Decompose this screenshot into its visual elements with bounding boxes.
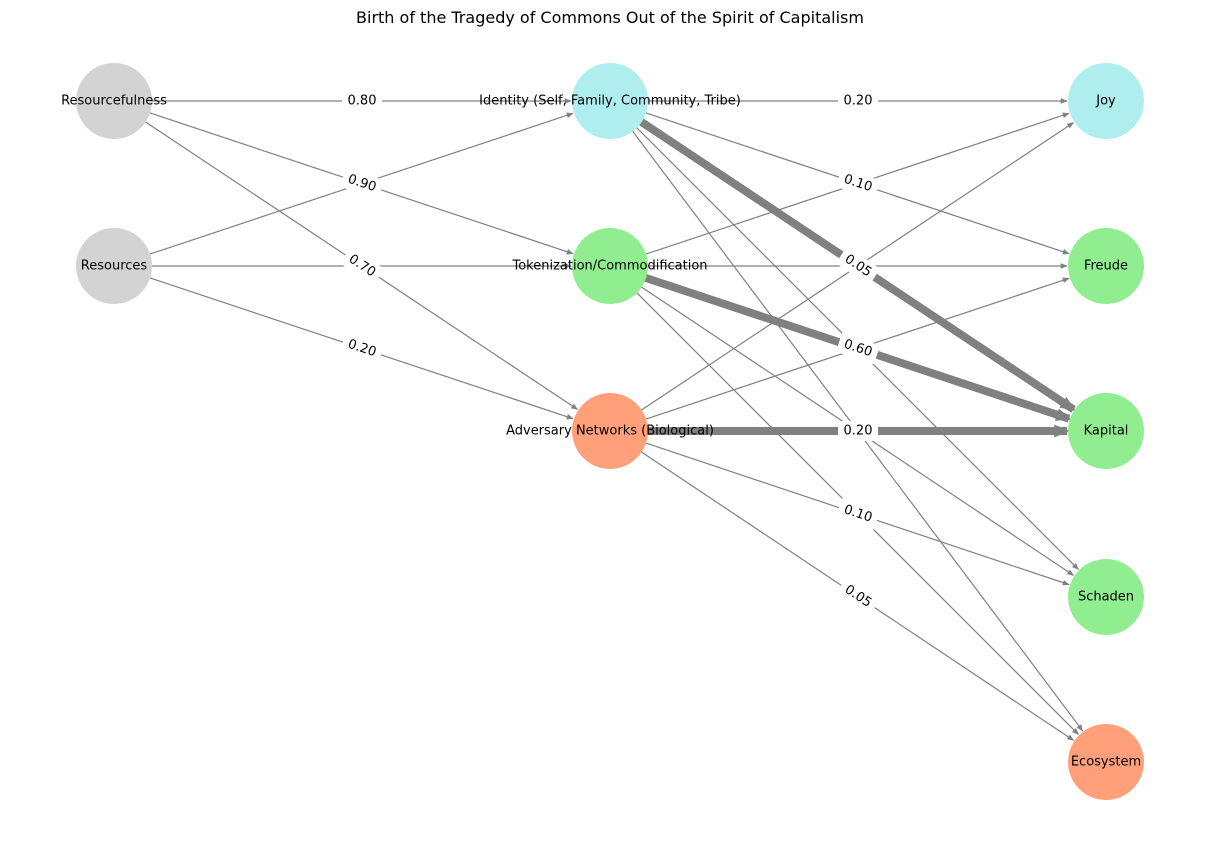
node-label-resources: Resources (81, 259, 148, 274)
edge-label-background (342, 91, 382, 111)
node-tokenization (572, 228, 648, 304)
node-label-adversary: Adversary Networks (Biological) (506, 424, 714, 439)
edge-label-adversary-ecosystem: 0.05 (835, 577, 881, 616)
node-joy (1068, 63, 1144, 139)
node-kapital (1068, 393, 1144, 469)
edge-label-resourcefulness-adversary: 0.70 (339, 246, 385, 286)
edge-label-background (339, 246, 385, 286)
edge-label-text: 0.20 (844, 94, 873, 109)
edge-label-resourcefulness-tokenization: 0.90 (339, 167, 385, 200)
edge-label-tokenization-kapital: 0.60 (835, 332, 881, 365)
edge-label-adversary-kapital: 0.20 (838, 421, 878, 441)
node-schaden (1068, 559, 1144, 635)
edge-label-background (339, 332, 385, 365)
edge-label-resourcefulness-identity: 0.80 (342, 91, 382, 111)
edge-label-background (835, 577, 881, 616)
edge-label-background (835, 246, 881, 286)
edge-label-background (838, 421, 878, 441)
node-label-freude: Freude (1084, 259, 1128, 274)
node-labels-layer: Resourcefulness Resources Identity (Self, … (61, 94, 1141, 770)
node-label-kapital: Kapital (1084, 424, 1129, 439)
edge-label-identity-joy: 0.20 (838, 91, 878, 111)
node-label-identity: Identity (Self, Family, Community, Tribe… (479, 94, 741, 109)
node-label-schaden: Schaden (1078, 590, 1134, 605)
nodes-layer (76, 63, 1144, 800)
edge-labels-layer: 0.80 0.90 0.70 0.20 0.20 0.10 0.05 0.60 0.20 0.10… (339, 91, 881, 616)
node-label-ecosystem: Ecosystem (1071, 755, 1141, 770)
edge-label-background (835, 498, 881, 530)
node-resourcefulness (76, 63, 152, 139)
edge-label-resources-adversary: 0.20 (339, 332, 385, 365)
node-ecosystem (1068, 724, 1144, 800)
edge-label-identity-freude: 0.10 (835, 167, 881, 200)
edge-label-text: 0.80 (348, 94, 377, 109)
node-label-resourcefulness: Resourcefulness (61, 94, 167, 109)
edge-label-text: 0.20 (844, 424, 873, 439)
node-identity (572, 63, 648, 139)
node-label-joy: Joy (1095, 94, 1116, 109)
diagram-title: Birth of the Tragedy of Commons Out of t… (356, 8, 864, 27)
edge-label-background (339, 167, 385, 200)
edge-label-adversary-schaden: 0.10 (835, 498, 881, 530)
edge-label-background (838, 91, 878, 111)
node-label-tokenization: Tokenization/Commodification (511, 259, 707, 274)
node-resources (76, 228, 152, 304)
edge-label-background (835, 167, 881, 200)
node-adversary (572, 393, 648, 469)
node-freude (1068, 228, 1144, 304)
edge-label-background (835, 332, 881, 365)
